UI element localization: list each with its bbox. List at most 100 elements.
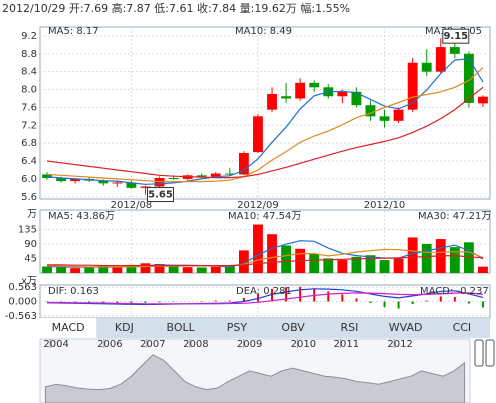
candle-body [168,178,179,180]
volume-bar [168,266,179,273]
candle-body [421,62,432,72]
volume-bar [253,224,263,273]
ma-line [46,86,484,179]
candle-body [224,173,235,175]
volume-bar [309,253,320,273]
volume-bar [210,266,221,273]
volume-bar [56,267,67,273]
scroll-handle-left[interactable] [474,339,484,367]
candle-body [154,178,165,187]
y-tick-label: -0.563 [5,311,37,322]
candle-body [267,94,277,110]
y-tick-label: 0.563 [8,282,37,293]
volume-bar [238,250,249,273]
legend-entry: MA30: 47.21万 [418,211,491,222]
y-tick-label: 6.0 [21,174,37,185]
volume-bar [70,268,81,273]
x-tick-label: 2012/09 [237,200,279,211]
candle-body [98,180,109,184]
ma-line [46,58,484,185]
volume-bar [478,266,488,273]
overview-year: 2012 [387,339,412,350]
scroll-handle-right[interactable] [485,339,495,367]
volume-bar [379,260,390,273]
tab[interactable]: MACD [52,321,85,334]
candle-body [140,186,151,188]
candle-body [42,174,52,179]
volume-bar [351,256,362,273]
overview-year: 2009 [237,339,262,350]
candle-body [478,96,488,104]
volume-bar [421,243,432,273]
candle-body [238,152,249,175]
candle-body [253,116,263,153]
y-tick-label: 135 [18,224,37,235]
tab[interactable]: CCI [453,321,472,334]
candle-body [337,91,348,97]
tab[interactable]: PSY [227,321,248,334]
legend-entry: DEA: 0.281 [236,286,292,297]
y-tick-label: 5.6 [21,192,37,203]
volume-bar [407,237,418,273]
volume-ma-line [47,254,484,267]
legend-entry: MA10: 47.54万 [228,211,301,222]
price-frame [39,26,491,200]
y-tick-label: 7.2 [21,120,37,131]
y-tick-label: 90 [24,239,37,250]
overview-year: 2010 [291,339,316,350]
overview-year: 2006 [97,339,122,350]
x-tick-label: 2012/10 [364,200,406,211]
volume-bar [126,264,137,273]
macd-line [47,292,484,305]
tab[interactable]: OBV [281,321,305,334]
overview-year: 2004 [43,339,68,350]
overview-year: 2008 [183,339,208,350]
volume-bar [98,265,109,273]
tab[interactable]: RSI [340,321,358,334]
candle-body [393,109,404,121]
volume-bar [323,258,334,273]
volume-bar [449,247,460,273]
candle-body [309,82,320,88]
price-annotation-box [146,187,174,203]
tab-selected [40,318,97,338]
candle-body [449,47,460,54]
volume-unit: 万 [27,209,37,220]
legend-entry: MA10: 8.49 [235,26,292,37]
y-tick-label: 7.6 [21,102,37,113]
candle-body [70,178,81,182]
y-tick-label: 6.8 [21,138,37,149]
volume-bar [154,263,165,273]
macd-unit: x万 [21,276,37,287]
x-tick-label: 2012/08 [111,200,153,211]
candle-body [295,82,306,99]
volume-bar [267,234,277,273]
price-annotation: 5.65 [148,190,173,201]
y-tick-label: 45 [24,253,37,264]
ma-line [46,67,484,183]
candle-body [126,182,137,188]
candle-body [351,91,362,106]
candle-body [435,47,446,72]
legend-entry: MACD: -0.237 [420,286,489,297]
volume-bar [224,265,235,273]
candle-body [196,175,207,177]
overview-year: 2011 [334,339,359,350]
volume-bar [112,266,123,273]
volume-bar [42,266,52,273]
candle-body [210,173,221,177]
candle-body [281,96,292,99]
tab[interactable]: WVAD [389,321,423,334]
volume-bar [182,267,193,273]
tab[interactable]: BOLL [166,321,195,334]
candle-body [365,105,376,117]
y-tick-label: 8.8 [21,49,37,60]
y-tick-label: 8.4 [21,67,37,78]
volume-bar [140,263,151,273]
overview-year: 2007 [140,339,165,350]
y-tick-label: 0.000 [8,297,37,308]
volume-bar [463,242,474,273]
volume-bar [365,255,376,273]
tab[interactable]: KDJ [115,321,134,334]
price-annotation: 9.15 [443,31,468,42]
